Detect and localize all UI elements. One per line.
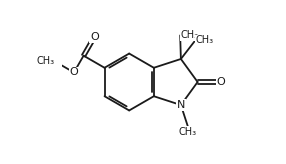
- Text: CH₃: CH₃: [180, 30, 198, 40]
- Text: O: O: [69, 67, 78, 77]
- Text: CH₃: CH₃: [195, 35, 213, 45]
- Text: O: O: [90, 32, 99, 42]
- Text: O: O: [217, 77, 225, 87]
- Text: CH₃: CH₃: [36, 56, 54, 66]
- Text: N: N: [177, 100, 185, 110]
- Text: CH₃: CH₃: [179, 127, 197, 137]
